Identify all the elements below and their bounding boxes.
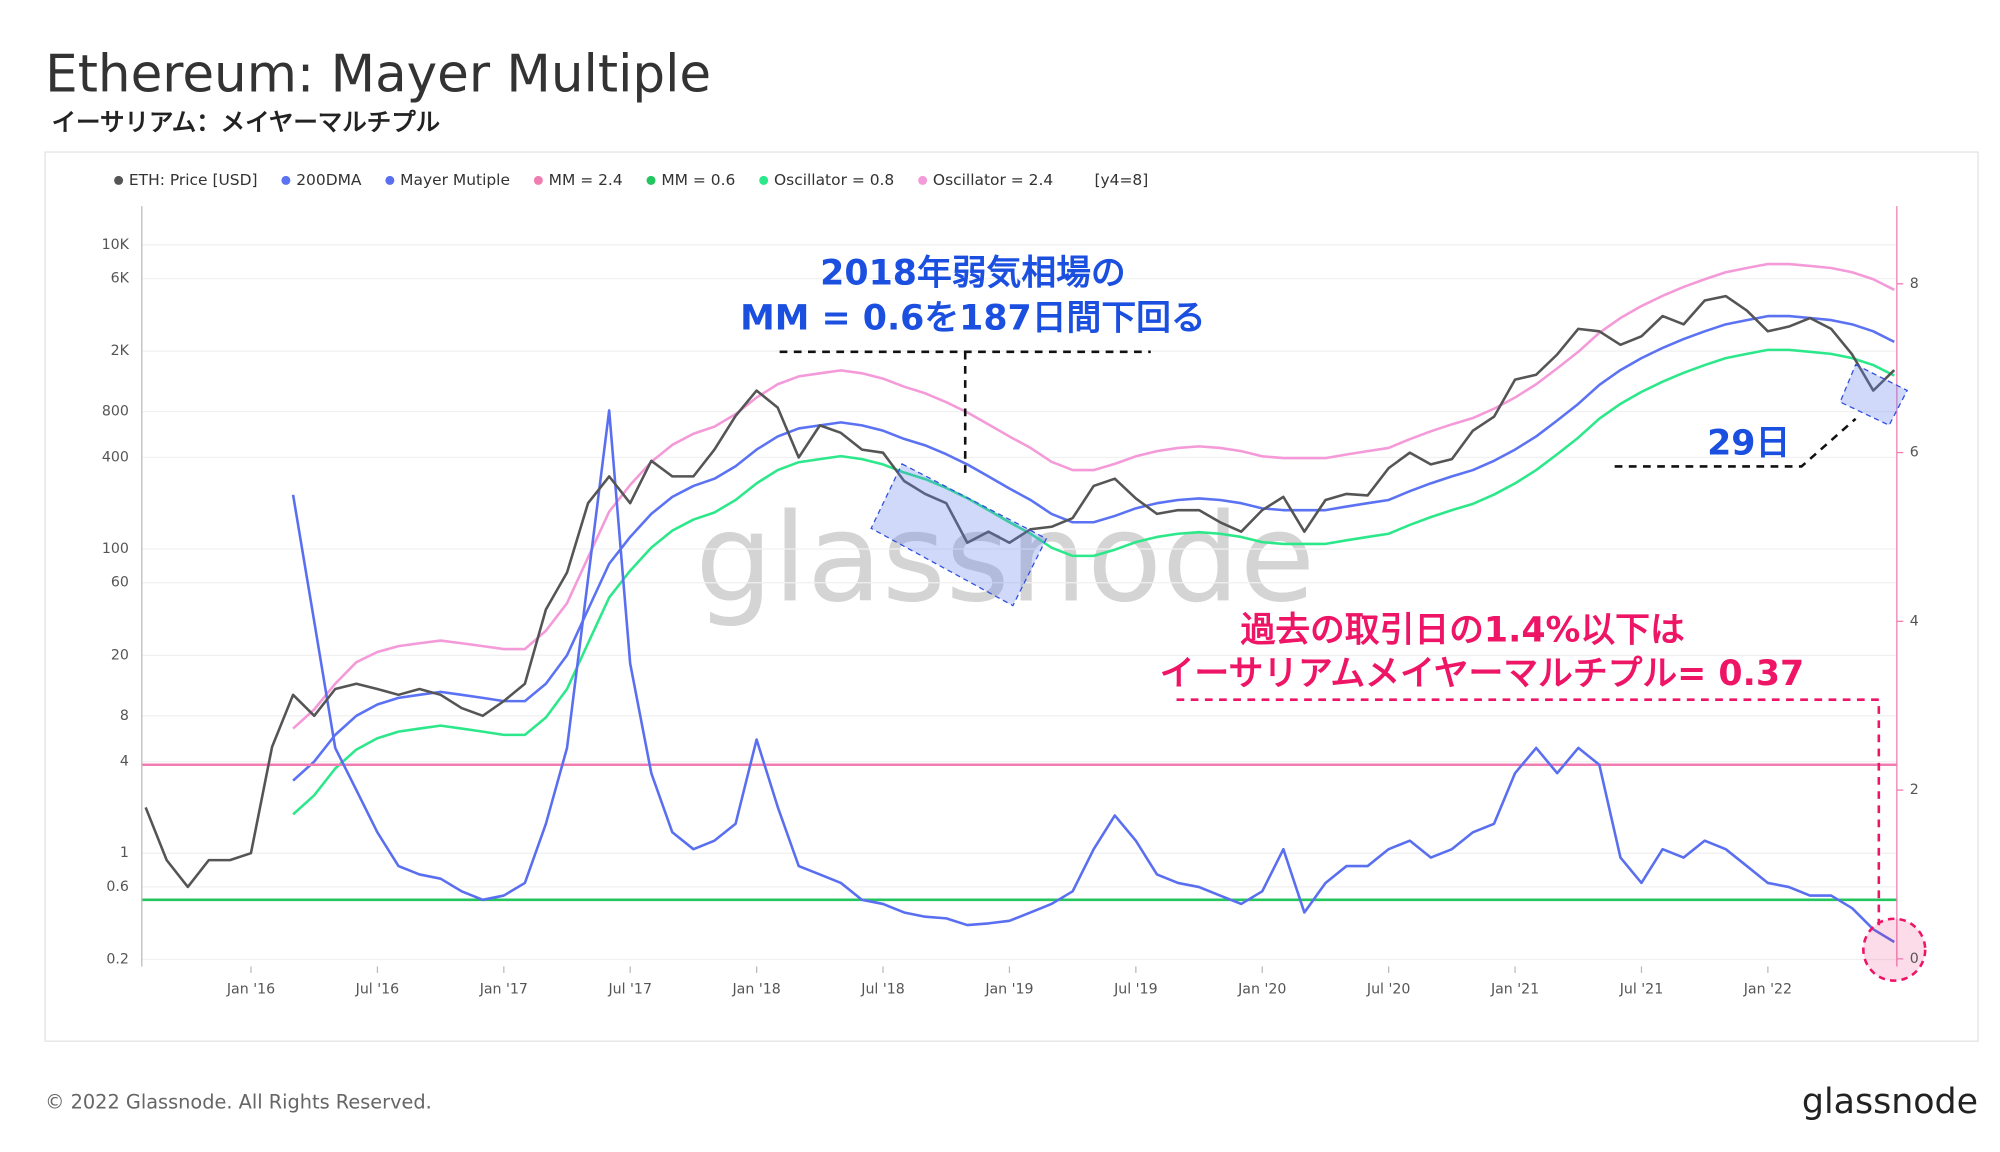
series-line (292, 262, 1895, 730)
y-tick-label: 2K (111, 343, 130, 359)
legend-marker (918, 175, 928, 185)
x-tick-label: Jan '17 (479, 982, 528, 998)
x-tick-label: Jan '16 (226, 982, 275, 998)
legend-label: Oscillator = 2.4 (933, 171, 1053, 189)
dashed-line (1614, 417, 1857, 468)
legend-note: [y4=8] (1094, 171, 1148, 189)
y-tick-label: 0.2 (106, 951, 129, 967)
legend-marker (533, 175, 543, 185)
highlight-box (870, 463, 1048, 607)
series-line (292, 348, 1895, 816)
y-tick-label: 400 (102, 449, 129, 465)
y-tick-label: 1 (120, 845, 129, 861)
series-line (144, 294, 1896, 889)
series-line (291, 409, 1895, 944)
y-tick-label: 100 (102, 541, 129, 557)
annotation: 過去の取引日の1.4%以下は (1240, 610, 1684, 650)
y-tick-label: 800 (102, 404, 129, 420)
logo: glassnode (1802, 1082, 1978, 1122)
y-tick-label: 0.6 (106, 879, 129, 895)
chart-subtitle: イーサリアム：メイヤーマルチプル (52, 108, 441, 137)
chart-frame (44, 151, 1979, 1042)
y2-tick-label: 4 (1910, 613, 1919, 629)
annotation: MM = 0.6を187日間下回る (740, 299, 1206, 339)
y-tick-label: 10K (102, 237, 130, 253)
dashed-line (1176, 698, 1881, 926)
legend-label: MM = 0.6 (661, 171, 735, 189)
x-tick-label: Jul '20 (1366, 982, 1410, 998)
annotation: 29日 (1707, 424, 1790, 464)
y2-tick-label: 6 (1910, 445, 1919, 461)
annotation: イーサリアムメイヤーマルチプル= 0.37 (1160, 654, 1805, 694)
y-tick-label: 6K (111, 271, 130, 287)
highlight-box (1839, 363, 1909, 427)
legend-marker (646, 175, 656, 185)
highlight-circle (1862, 917, 1927, 982)
legend-label: Mayer Mutiple (400, 171, 510, 189)
x-tick-label: Jan '18 (732, 982, 781, 998)
y2-tick-label: 2 (1910, 782, 1919, 798)
series-line (292, 314, 1895, 782)
x-tick-label: Jul '18 (860, 982, 905, 998)
y2-tick-label: 8 (1910, 276, 1919, 292)
legend-marker (281, 175, 291, 185)
annotation: 2018年弱気相場の (820, 253, 1126, 293)
y-tick-label: 4 (120, 754, 129, 770)
watermark: glassnode (695, 487, 1315, 630)
legend-marker (385, 175, 395, 185)
plot-area (141, 244, 1897, 961)
footer: © 2022 Glassnode. All Rights Reserved. (45, 1091, 432, 1114)
x-tick-label: Jul '16 (355, 982, 400, 998)
x-tick-label: Jan '22 (1743, 982, 1792, 998)
x-tick-label: Jul '17 (607, 982, 652, 998)
legend-label: 200DMA (296, 171, 362, 189)
x-tick-label: Jul '21 (1619, 982, 1663, 998)
legend-marker (759, 175, 769, 185)
y-tick-label: 60 (111, 575, 129, 591)
legend-marker (114, 175, 124, 185)
y-tick-label: 8 (120, 708, 129, 724)
x-tick-label: Jan '21 (1490, 982, 1539, 998)
chart-title: Ethereum: Mayer Multiple (45, 44, 711, 104)
y-tick-label: 20 (111, 647, 129, 663)
y2-tick-label: 0 (1910, 951, 1919, 967)
x-tick-label: Jan '20 (1237, 982, 1286, 998)
legend-label: Oscillator = 0.8 (774, 171, 894, 189)
legend-label: ETH: Price [USD] (129, 171, 258, 189)
x-tick-label: Jul '19 (1113, 982, 1158, 998)
x-tick-label: Jan '19 (984, 982, 1033, 998)
legend-label: MM = 2.4 (549, 171, 623, 189)
